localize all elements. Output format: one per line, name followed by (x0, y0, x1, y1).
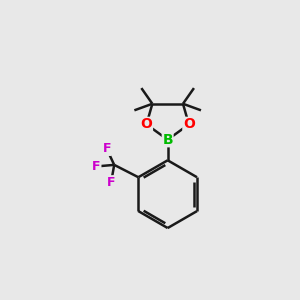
Text: O: O (140, 117, 152, 131)
Text: F: F (107, 176, 116, 189)
Text: O: O (183, 117, 195, 131)
Text: B: B (162, 133, 173, 147)
Text: F: F (92, 160, 101, 173)
Text: F: F (103, 142, 111, 155)
